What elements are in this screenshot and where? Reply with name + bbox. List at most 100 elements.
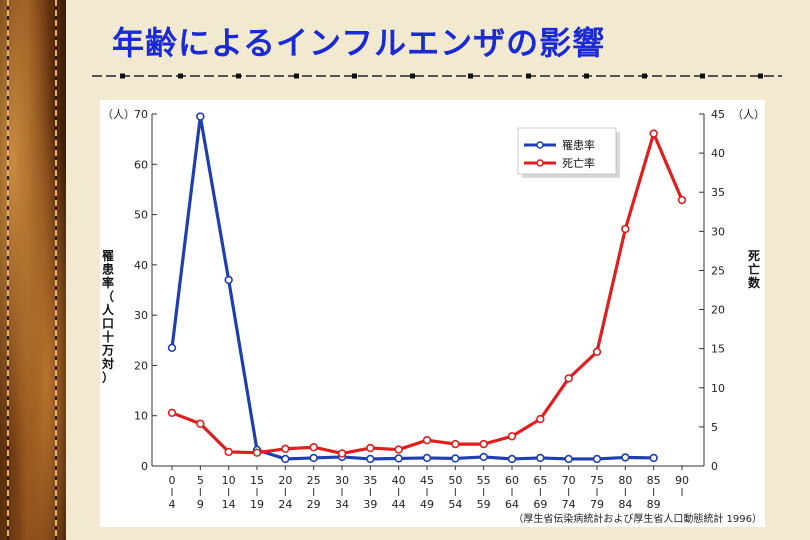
right-tick-label: 35 xyxy=(711,186,725,199)
series-line xyxy=(170,114,654,461)
x-tick-label-start: 40 xyxy=(392,474,406,487)
right-tick-label: 0 xyxy=(711,460,718,473)
x-tick-label-start: 5 xyxy=(197,474,204,487)
right-axis-title-char: 死 xyxy=(748,249,760,263)
right-tick-label: 5 xyxy=(711,421,718,434)
x-tick-label-end: 64 xyxy=(505,498,519,511)
data-point xyxy=(592,454,602,464)
x-tick-label-start: 15 xyxy=(250,474,264,487)
data-point xyxy=(536,414,545,424)
data-point xyxy=(337,449,347,458)
right-tick-label: 25 xyxy=(711,264,725,277)
data-point xyxy=(451,439,460,449)
data-point xyxy=(422,453,432,463)
data-point xyxy=(309,443,318,452)
left-axis-title-char: 口 xyxy=(102,317,114,331)
divider-dot xyxy=(294,73,299,79)
left-axis-title-char: 罹 xyxy=(102,249,114,263)
data-point xyxy=(167,343,177,353)
divider-dot xyxy=(352,73,357,79)
data-point xyxy=(252,448,262,457)
right-unit-label: （人） xyxy=(732,108,765,121)
divider-dot xyxy=(584,73,589,79)
data-point xyxy=(649,453,658,463)
divider-dot xyxy=(526,73,531,79)
data-point xyxy=(309,453,318,463)
data-point xyxy=(536,453,545,463)
x-tick-label-end: 69 xyxy=(533,498,547,511)
data-point xyxy=(507,454,517,464)
x-tick-label-start: 30 xyxy=(335,474,349,487)
left-unit-label: （人） xyxy=(102,108,135,121)
x-tick-label-end: 89 xyxy=(647,498,661,511)
x-tick-label-start: 0 xyxy=(169,474,176,487)
left-tick-label: 10 xyxy=(134,410,148,423)
divider-dot xyxy=(758,73,763,79)
x-tick-label-start: 70 xyxy=(562,474,576,487)
data-point xyxy=(394,454,403,463)
x-tick-label-end: 19 xyxy=(250,498,264,511)
x-tick-label-start: 90 xyxy=(675,474,689,487)
x-tick-label-end: 24 xyxy=(278,498,292,511)
x-tick-label-end: 39 xyxy=(363,498,377,511)
divider-dot xyxy=(178,73,183,79)
source-note: （厚生省伝染病統計および厚生省人口動態統計 1996） xyxy=(513,512,762,525)
x-tick-label-end: 29 xyxy=(307,498,321,511)
left-axis-title-char: 対 xyxy=(101,356,114,371)
x-tick-label-start: 65 xyxy=(533,474,547,487)
leather-border xyxy=(0,0,66,540)
chart-panel: 0 10 20 30 40 50 60 70 0 5 10 15 20 25 30 35 40 45 0 4 5 9 10 1… xyxy=(100,100,765,527)
data-point xyxy=(224,275,233,285)
left-tick-label: 30 xyxy=(134,309,148,322)
x-tick-label-end: 59 xyxy=(477,498,491,511)
data-point xyxy=(281,454,290,464)
x-tick-label-start: 20 xyxy=(278,474,292,487)
left-axis-title-char: 万 xyxy=(101,344,114,358)
left-tick-label: 50 xyxy=(134,209,148,222)
dashed-divider xyxy=(92,73,782,79)
data-point xyxy=(592,347,602,356)
x-tick-label-start: 55 xyxy=(477,474,491,487)
left-axis-title-char: 率 xyxy=(102,275,114,290)
data-point xyxy=(479,439,488,449)
divider-dot xyxy=(642,73,647,79)
data-point xyxy=(422,435,432,445)
left-axis-title-char: 患 xyxy=(102,262,114,277)
data-point xyxy=(621,224,630,234)
data-point xyxy=(507,432,517,441)
left-tick-label: 0 xyxy=(141,460,148,473)
right-tick-label: 20 xyxy=(711,304,725,317)
right-tick-label: 15 xyxy=(711,343,725,356)
data-point xyxy=(196,419,205,428)
left-tick-label: 70 xyxy=(134,108,148,121)
left-tick-label: 20 xyxy=(134,359,148,372)
data-point xyxy=(394,445,403,454)
right-tick-label: 40 xyxy=(711,147,725,160)
x-tick-label-start: 50 xyxy=(448,474,462,487)
x-tick-label-end: 34 xyxy=(335,498,349,511)
left-axis-title-char: 人 xyxy=(102,302,115,317)
x-tick-label-start: 80 xyxy=(618,474,632,487)
right-tick-label: 45 xyxy=(711,108,725,121)
x-tick-label-end: 84 xyxy=(618,498,632,511)
left-axis-title-char: （ xyxy=(102,289,114,304)
divider-dot xyxy=(410,73,415,79)
data-point xyxy=(451,454,460,463)
legend-box xyxy=(517,127,617,175)
data-point xyxy=(564,454,573,464)
right-axis-title-char: 亡 xyxy=(748,262,760,277)
legend-marker xyxy=(536,141,544,149)
x-tick-label-start: 10 xyxy=(222,474,236,487)
left-tick-label: 40 xyxy=(134,259,148,272)
stitch-line-left xyxy=(7,0,9,540)
x-tick-label-end: 14 xyxy=(222,498,236,511)
x-tick-label-start: 35 xyxy=(363,474,377,487)
slide-title: 年齢によるインフルエンザの影響 xyxy=(112,24,606,62)
data-point xyxy=(677,195,687,205)
data-point xyxy=(621,453,630,462)
x-tick-label-start: 75 xyxy=(590,474,604,487)
x-tick-label-end: 4 xyxy=(169,498,176,511)
right-tick-label: 10 xyxy=(711,382,725,395)
divider-dot xyxy=(120,73,125,79)
